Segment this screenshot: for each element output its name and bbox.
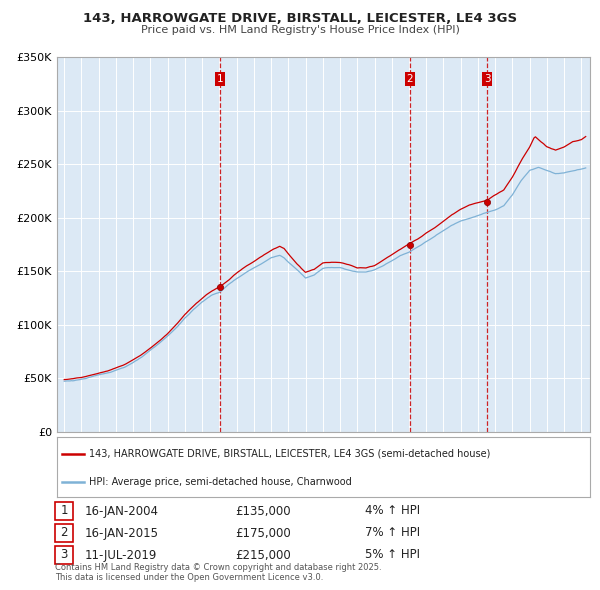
Text: 11-JUL-2019: 11-JUL-2019 [85,549,157,562]
Text: 5% ↑ HPI: 5% ↑ HPI [365,549,420,562]
Text: 143, HARROWGATE DRIVE, BIRSTALL, LEICESTER, LE4 3GS (semi-detached house): 143, HARROWGATE DRIVE, BIRSTALL, LEICEST… [89,449,490,459]
Text: HPI: Average price, semi-detached house, Charnwood: HPI: Average price, semi-detached house,… [89,477,352,487]
Text: 16-JAN-2015: 16-JAN-2015 [85,526,159,539]
Text: Contains HM Land Registry data © Crown copyright and database right 2025.
This d: Contains HM Land Registry data © Crown c… [55,563,382,582]
Text: 143, HARROWGATE DRIVE, BIRSTALL, LEICESTER, LE4 3GS: 143, HARROWGATE DRIVE, BIRSTALL, LEICEST… [83,12,517,25]
Text: 4% ↑ HPI: 4% ↑ HPI [365,504,420,517]
Text: 2: 2 [60,526,68,539]
Text: £175,000: £175,000 [235,526,291,539]
Text: 7% ↑ HPI: 7% ↑ HPI [365,526,420,539]
Text: 16-JAN-2004: 16-JAN-2004 [85,504,159,517]
Text: 3: 3 [484,74,491,84]
Text: £215,000: £215,000 [235,549,291,562]
Text: £135,000: £135,000 [235,504,290,517]
Text: Price paid vs. HM Land Registry's House Price Index (HPI): Price paid vs. HM Land Registry's House … [140,25,460,35]
Text: 1: 1 [60,504,68,517]
Text: 3: 3 [61,549,68,562]
Text: 1: 1 [217,74,223,84]
Text: 2: 2 [406,74,413,84]
